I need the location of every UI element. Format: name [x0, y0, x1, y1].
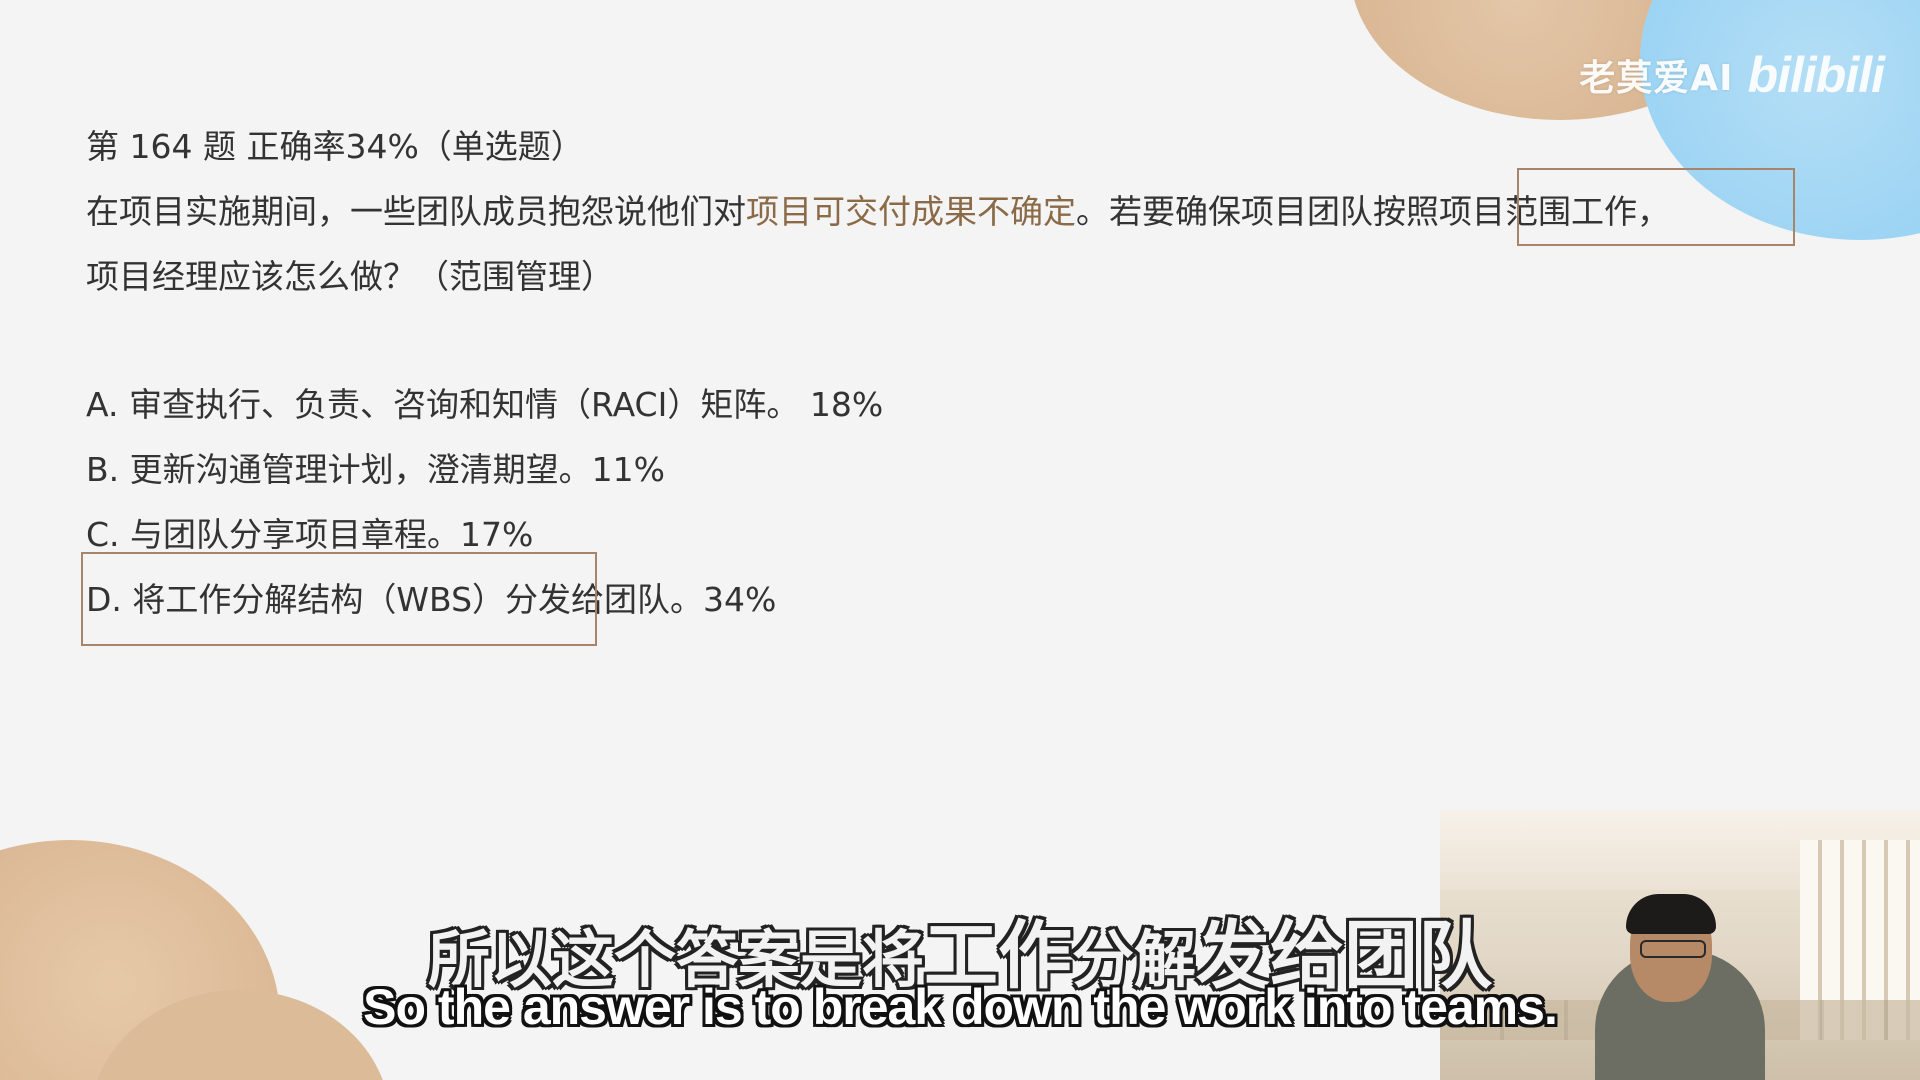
presenter-hair: [1626, 894, 1716, 934]
question-highlight: 项目可交付成果不确定: [746, 192, 1076, 231]
option-c: C. 与团队分享项目章程。17%: [86, 515, 534, 554]
question-line-1: 在项目实施期间，一些团队成员抱怨说他们对项目可交付成果不确定。若要确保项目团队按…: [86, 179, 1806, 244]
channel-watermark: 老莫爱AI bilibili: [1579, 46, 1885, 104]
presenter-glasses: [1640, 940, 1706, 958]
option-a: A. 审查执行、负责、咨询和知情（RACI）矩阵。 18%: [86, 385, 884, 424]
subtitle-cn-emphasis-1: 工作: [924, 913, 1072, 999]
subtitle-english: So the answer is to break down the work …: [363, 979, 1558, 1035]
question-block: 第 164 题 正确率34%（单选题） 在项目实施期间，一些团队成员抱怨说他们对…: [86, 114, 1806, 309]
subtitle-cn-part1: 所以这个答案是将: [427, 923, 924, 996]
question-text-1: 在项目实施期间，一些团队成员抱怨说他们对: [86, 192, 746, 231]
answer-options: A. 审查执行、负责、咨询和知情（RACI）矩阵。 18% B. 更新沟通管理计…: [86, 372, 883, 632]
subtitle-chinese: 所以这个答案是将工作分解发给团队: [0, 896, 1920, 1003]
presenter-webcam: [1440, 810, 1920, 1080]
question-text-2: 。若要确保项目团队按照项目范围工作，: [1076, 192, 1670, 231]
subtitle-cn-part2: 分解: [1072, 923, 1197, 996]
channel-name: 老莫爱AI: [1579, 58, 1734, 99]
subtitle-cn-emphasis-2: 发给团队: [1196, 913, 1493, 999]
bilibili-logo-icon: bilibili: [1747, 47, 1885, 103]
option-b: B. 更新沟通管理计划，澄清期望。11%: [86, 450, 665, 489]
option-d: D. 将工作分解结构（WBS）分发给团队。34%: [86, 580, 777, 619]
question-header: 第 164 题 正确率34%（单选题）: [86, 127, 584, 166]
question-line-2: 项目经理应该怎么做？（范围管理）: [86, 257, 614, 296]
